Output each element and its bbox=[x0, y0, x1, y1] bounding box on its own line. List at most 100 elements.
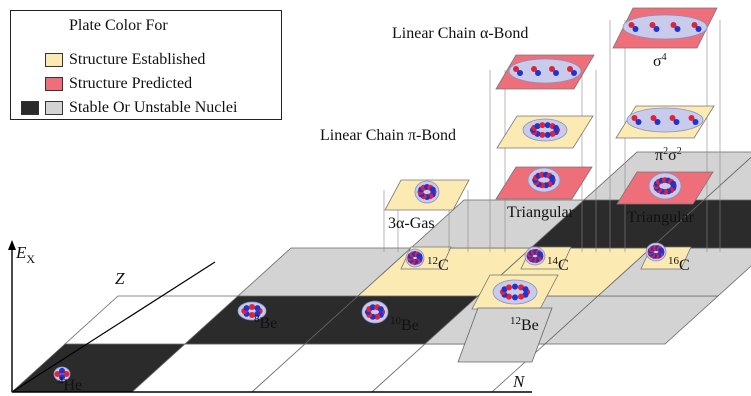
nucleon-cloud bbox=[492, 279, 538, 305]
label-sigma4: σ4 bbox=[653, 52, 667, 70]
cluster-c16-sigma4 bbox=[622, 14, 708, 40]
axes: EX Z N bbox=[8, 240, 532, 393]
label-triangular-c14: Triangular bbox=[507, 204, 575, 221]
neutron bbox=[369, 304, 376, 311]
z-axis-label: Z bbox=[115, 269, 125, 288]
neutron bbox=[673, 119, 680, 125]
chart-cell bbox=[702, 156, 751, 201]
cluster-c16-pi2sigma2 bbox=[626, 107, 704, 133]
neutron bbox=[548, 174, 555, 181]
label-3alpha-gas: 3α-Gas bbox=[388, 215, 435, 232]
label-linear-chain-alpha: Linear Chain α-Bond bbox=[392, 25, 528, 42]
nuclide-labels: 4He 8Be 10Be 12Be 12C 14C 16C bbox=[58, 255, 690, 394]
legend-swatch-established bbox=[45, 53, 63, 67]
chart-cell bbox=[649, 199, 751, 249]
legend-row-established: Structure Established bbox=[21, 51, 205, 69]
label-pi2-sigma2: π2σ2 bbox=[655, 146, 682, 164]
proton bbox=[691, 22, 698, 28]
neutron bbox=[536, 251, 543, 258]
chart-cell bbox=[596, 247, 751, 297]
legend: Plate Color For Structure Established St… bbox=[10, 10, 282, 120]
legend-swatch-light bbox=[45, 101, 63, 115]
proton bbox=[567, 66, 573, 72]
neutron bbox=[632, 26, 639, 32]
cluster-he4 bbox=[53, 366, 71, 382]
neutron bbox=[658, 247, 665, 254]
neutron bbox=[695, 26, 702, 32]
cluster-c14-alpha bbox=[508, 58, 582, 84]
proton bbox=[649, 22, 656, 28]
neutron bbox=[635, 119, 642, 125]
proton bbox=[505, 284, 512, 291]
proton bbox=[549, 66, 555, 72]
neutron bbox=[674, 26, 681, 32]
neutron bbox=[544, 122, 551, 129]
neutron bbox=[59, 374, 65, 381]
neutron bbox=[517, 70, 523, 76]
proton bbox=[688, 115, 695, 121]
neutron bbox=[654, 119, 661, 125]
neutron bbox=[670, 180, 677, 187]
neutron bbox=[544, 131, 551, 138]
proton bbox=[670, 22, 677, 28]
proton bbox=[54, 371, 61, 377]
structure-towers bbox=[53, 7, 721, 382]
nuclide-be12: 12Be bbox=[510, 315, 539, 334]
legend-swatch-dark bbox=[21, 101, 39, 115]
neutron bbox=[377, 306, 384, 313]
n-axis-label: N bbox=[512, 372, 526, 391]
structure-labels: 3α-Gas Triangular Triangular Linear Chai… bbox=[320, 25, 695, 232]
proton bbox=[549, 130, 556, 137]
neutron bbox=[553, 70, 559, 76]
cluster-be12 bbox=[492, 279, 538, 305]
proton bbox=[249, 303, 255, 310]
label-triangular-c16: Triangular bbox=[627, 209, 695, 226]
label-linear-chain-pi: Linear Chain π-Bond bbox=[320, 127, 456, 144]
ex-axis-label: EX bbox=[15, 243, 35, 266]
nucleon-cloud bbox=[53, 366, 71, 382]
nuclide-he4: 4He bbox=[58, 375, 82, 394]
neutron bbox=[512, 283, 518, 290]
nuclide-c16: 16C bbox=[668, 255, 690, 274]
legend-label-nuclei: Stable Or Unstable Nuclei bbox=[69, 99, 238, 116]
chart-cell bbox=[457, 307, 553, 363]
nuclide-be10: 10Be bbox=[390, 315, 419, 334]
proton bbox=[539, 131, 546, 138]
proton bbox=[513, 66, 519, 72]
proton bbox=[63, 371, 70, 377]
nucleon-cloud bbox=[508, 58, 582, 84]
legend-row-predicted: Structure Predicted bbox=[21, 75, 192, 93]
nuclide-c14: 14C bbox=[547, 255, 569, 274]
cluster-c12-gas bbox=[414, 180, 440, 204]
cluster-c14-pi bbox=[522, 118, 568, 142]
nucleon-cloud bbox=[626, 107, 704, 133]
neutron bbox=[512, 294, 518, 301]
proton bbox=[249, 312, 255, 319]
proton bbox=[374, 313, 381, 320]
neutron bbox=[552, 124, 559, 131]
neutron bbox=[653, 26, 660, 32]
neutron bbox=[429, 186, 436, 193]
cluster-be10 bbox=[361, 300, 389, 324]
nuclide-c12: 12C bbox=[427, 255, 449, 274]
proton bbox=[650, 115, 657, 121]
proton bbox=[669, 115, 676, 121]
neutron bbox=[522, 286, 529, 293]
cluster-c14 bbox=[524, 246, 546, 266]
neutron bbox=[692, 119, 699, 125]
neutron bbox=[535, 70, 541, 76]
proton bbox=[628, 22, 635, 28]
nuclide-be8: 8Be bbox=[254, 313, 277, 332]
nucleon-cloud bbox=[622, 14, 708, 40]
legend-row-nuclei: Stable Or Unstable Nuclei bbox=[21, 99, 237, 117]
cluster-c16-triangular bbox=[648, 172, 682, 200]
nucleon-cloud bbox=[522, 118, 568, 142]
proton bbox=[631, 115, 638, 121]
proton bbox=[539, 122, 546, 129]
cluster-c14-triangular bbox=[527, 167, 561, 193]
legend-label-predicted: Structure Predicted bbox=[69, 75, 193, 92]
neutron bbox=[416, 252, 423, 259]
legend-label-established: Structure Established bbox=[69, 51, 206, 68]
nucleon-cloud bbox=[527, 167, 561, 193]
